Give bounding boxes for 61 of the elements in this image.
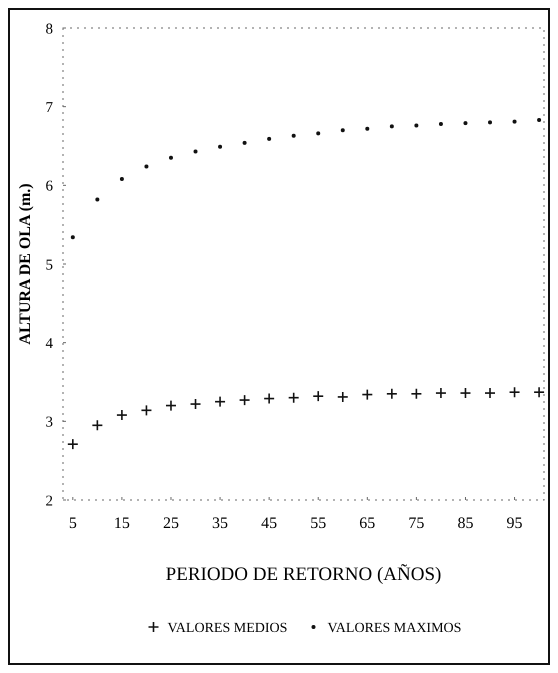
point [316, 131, 320, 136]
point [92, 419, 104, 432]
point [460, 387, 472, 399]
point [140, 404, 152, 416]
point [340, 128, 345, 132]
point [288, 392, 300, 404]
x-tick-label: 5 [68, 515, 77, 532]
y-tick-label: 6 [46, 178, 54, 195]
point [435, 387, 447, 399]
y-tick-label: 2 [46, 493, 53, 510]
point [365, 126, 370, 131]
x-axis-title: PERIODO DE RETORNO (AÑOS) [166, 564, 442, 585]
point [214, 396, 226, 408]
x-tick-label: 25 [162, 515, 179, 532]
point [190, 398, 202, 410]
y-tick-label: 8 [46, 21, 53, 38]
x-tick-label: 95 [506, 515, 523, 532]
point [238, 394, 250, 406]
point [116, 409, 128, 421]
legend-label: VALORES MAXIMOS [328, 621, 462, 636]
point [508, 386, 520, 398]
point [537, 118, 542, 122]
point [242, 140, 247, 145]
y-tick-label: 5 [46, 257, 53, 274]
y-tick-label: 4 [46, 336, 54, 352]
x-tick-label: 75 [408, 515, 424, 532]
point [488, 120, 492, 124]
y-tick-label: 7 [46, 100, 54, 116]
x-tick-label: 45 [261, 515, 278, 532]
point [533, 386, 545, 398]
point [386, 388, 398, 400]
point [512, 120, 517, 124]
x-tick-label: 15 [114, 515, 130, 532]
x-tick-label: 65 [359, 515, 376, 532]
point [70, 235, 75, 240]
point [194, 150, 198, 154]
point [292, 134, 296, 138]
point [168, 156, 173, 160]
point [95, 197, 100, 202]
x-tick-label: 85 [457, 515, 474, 532]
point [390, 124, 394, 128]
point [336, 391, 349, 403]
point [463, 121, 468, 126]
point [218, 144, 222, 149]
point [165, 400, 177, 412]
point [120, 177, 124, 182]
y-tick-label: 3 [46, 414, 53, 431]
x-tick-label: 55 [310, 515, 326, 532]
point [267, 136, 272, 141]
point [410, 388, 422, 400]
x-tick-label: 35 [212, 515, 228, 532]
point [438, 122, 443, 126]
point [484, 387, 496, 399]
point [67, 438, 79, 450]
legend-label: VALORES MEDIOS [168, 621, 288, 636]
point [414, 124, 418, 128]
point [312, 390, 324, 402]
point [362, 388, 374, 400]
y-axis-title: ALTURA DE OLA (m.) [17, 183, 34, 345]
point [144, 164, 148, 168]
point [263, 392, 275, 404]
